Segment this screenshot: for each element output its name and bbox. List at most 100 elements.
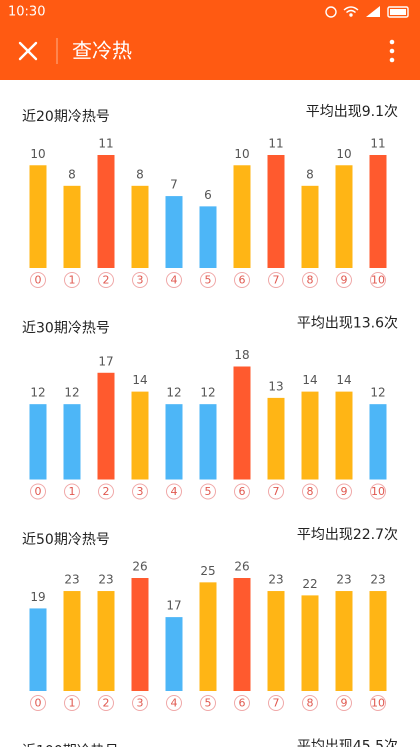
category-circle [302,695,318,711]
category-label: 5 [205,697,212,710]
category-circle [268,483,284,500]
category-circle [64,272,80,288]
value-label: 12 [200,386,215,400]
bar [267,155,285,268]
category-circle [370,695,386,711]
app-title: 查冷热 [72,39,132,63]
value-label: 8 [136,167,144,181]
value-label: 12 [166,386,181,400]
value-label: 26 [132,560,147,574]
bar [63,185,81,268]
section-title: 近100期冷热号 [22,744,119,747]
value-label: 23 [268,573,283,587]
value-label: 17 [98,354,113,368]
section-title: 近30期冷热号 [22,321,110,337]
value-label: 13 [268,379,283,393]
category-circle [302,483,318,500]
bar [165,404,183,480]
bar [63,404,81,480]
bar [97,591,115,691]
category-label: 6 [239,274,246,287]
category-label: 2 [103,697,110,710]
category-circle [166,695,182,711]
bar [233,366,251,480]
category-circle [268,695,284,711]
value-label: 14 [302,373,317,387]
value-label: 26 [234,560,249,574]
value-label: 6 [204,188,212,202]
category-circle [200,483,216,500]
category-circle [30,695,46,711]
category-circle [64,695,80,711]
section-average: 平均出现9.1次 [306,104,398,120]
bar [131,185,149,268]
status-time: 10:30 [8,5,45,20]
category-circle [166,483,182,500]
section-average: 平均出现45.5次 [297,739,398,747]
category-label: 7 [273,274,280,287]
category-circle [98,695,114,711]
category-label: 1 [69,274,76,287]
category-circle [302,272,318,288]
value-label: 18 [234,348,249,362]
bar [369,404,387,480]
bar [233,165,251,268]
value-label: 10 [234,147,249,161]
close-button[interactable] [18,41,38,61]
bar [267,397,285,480]
category-circle [132,272,148,288]
category-circle [370,483,386,500]
category-circle [132,483,148,500]
category-circle [166,272,182,288]
menu-button[interactable] [389,39,395,63]
value-label: 14 [336,373,351,387]
category-label: 6 [239,485,246,498]
section-title: 近50期冷热号 [22,532,110,548]
bar [301,185,319,268]
category-circle [132,695,148,711]
bar [165,196,183,268]
category-label: 9 [341,697,348,710]
value-label: 25 [200,564,215,578]
category-circle [370,272,386,288]
bar [131,578,149,691]
bar [131,391,149,480]
bar [199,582,217,691]
category-label: 5 [205,485,212,498]
bar [29,404,47,480]
bar [29,608,47,691]
value-label: 22 [302,577,317,591]
category-label: 0 [35,274,42,287]
value-label: 19 [30,590,45,604]
bar [335,391,353,480]
value-label: 11 [98,137,113,151]
category-label: 4 [171,697,178,710]
bar [369,591,387,691]
category-label: 10 [371,697,385,710]
value-label: 23 [370,573,385,587]
category-label: 4 [171,274,178,287]
category-circle [336,483,352,500]
bar [267,591,285,691]
category-circle [234,695,250,711]
bar [97,155,115,268]
app-bar-bg [0,0,420,80]
value-label: 11 [268,137,283,151]
bar [335,591,353,691]
value-label: 12 [30,386,45,400]
category-circle [200,695,216,711]
value-label: 23 [336,573,351,587]
category-label: 8 [307,697,314,710]
category-label: 2 [103,274,110,287]
status-icons [325,6,409,18]
category-circle [30,272,46,288]
category-label: 1 [69,485,76,498]
category-circle [268,272,284,288]
section-average: 平均出现13.6次 [297,316,398,332]
value-label: 8 [306,167,314,181]
category-label: 4 [171,485,178,498]
value-label: 8 [68,167,76,181]
category-label: 1 [69,697,76,710]
category-label: 9 [341,274,348,287]
